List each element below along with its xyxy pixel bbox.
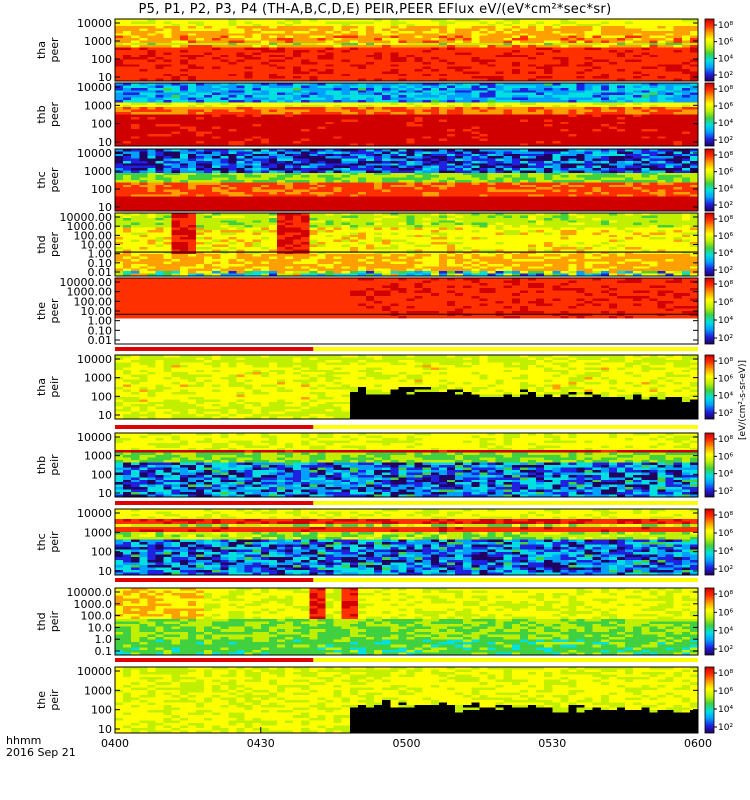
y-tick-label: 10000 bbox=[77, 17, 112, 30]
colorbar-tick-label: 10⁸ bbox=[718, 85, 733, 95]
y-tick-label: 100 bbox=[91, 53, 112, 66]
colorbar-tick-label: 10⁴ bbox=[718, 54, 733, 64]
spectrogram-heatmap bbox=[115, 149, 699, 212]
panel-label-line1: tha bbox=[35, 41, 48, 59]
colorbar-tick-label: 10⁶ bbox=[718, 102, 733, 112]
panel-label-line2: peer bbox=[48, 37, 61, 63]
spectrogram-heatmap bbox=[115, 83, 699, 147]
panel-label-line2: peer bbox=[48, 102, 61, 128]
colorbar-tick-label: 10⁸ bbox=[718, 21, 733, 31]
panel-label-line1: thb bbox=[35, 105, 48, 123]
colorbar-tick-label: 10² bbox=[718, 71, 733, 81]
colorbar-tick-label: 10² bbox=[718, 136, 733, 146]
colorbar-tick-label: 10⁶ bbox=[718, 38, 733, 48]
colorbar-tick-label: 10⁴ bbox=[718, 119, 733, 129]
colorbar bbox=[705, 83, 714, 146]
spectrogram-figure: 10000100010010tha peer10⁸10⁶10⁴10²1000010… bbox=[0, 0, 750, 800]
colorbar bbox=[705, 19, 714, 81]
spectrogram-heatmap bbox=[115, 19, 699, 82]
panel-thc-peer: 10000100010010thc peer10⁸10⁶10⁴10² bbox=[35, 147, 733, 214]
y-tick-label: 10000 bbox=[77, 81, 112, 94]
y-tick-label: 1000 bbox=[84, 99, 112, 112]
y-tick-label: 1000 bbox=[84, 35, 112, 48]
y-tick-label: 100 bbox=[91, 118, 112, 131]
